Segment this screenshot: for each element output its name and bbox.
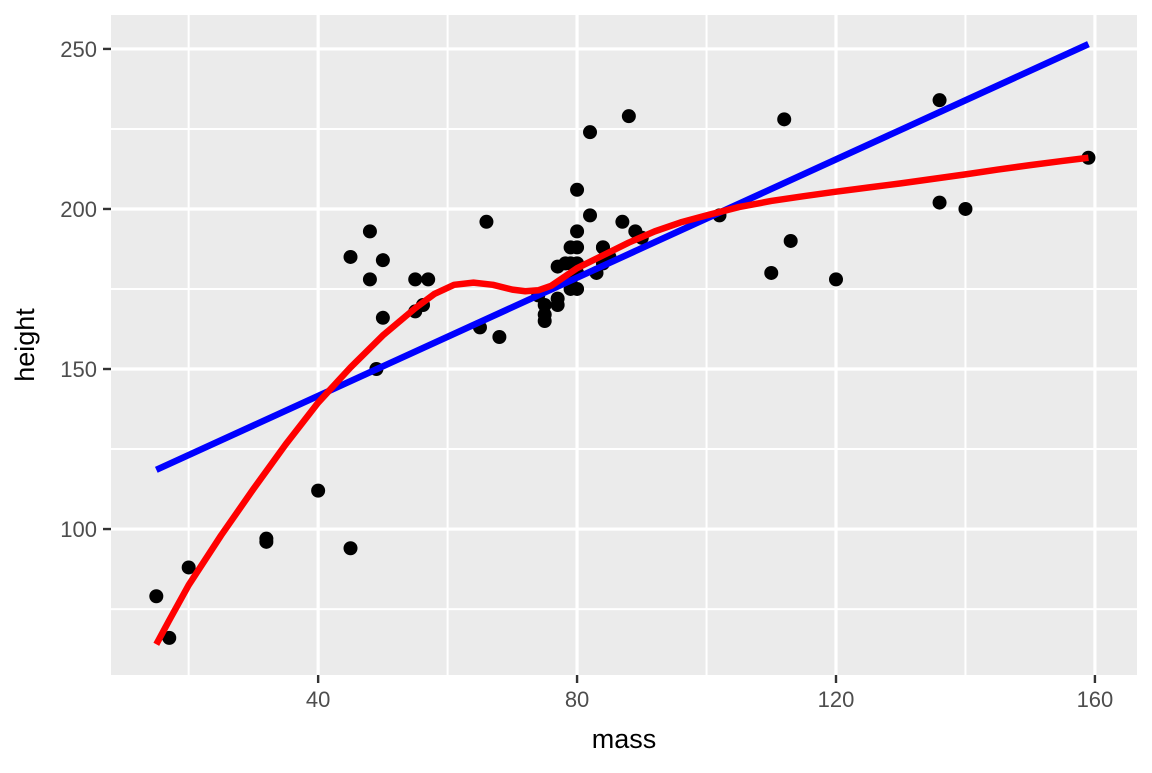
data-point [375, 253, 390, 268]
y-tick-label: 250 [60, 37, 97, 62]
minor-gridlines [111, 15, 1137, 675]
data-point [764, 265, 779, 280]
data-point [343, 249, 358, 264]
y-tick-label: 200 [60, 197, 97, 222]
data-point [259, 531, 274, 546]
data-point [162, 630, 177, 645]
regression-lines [153, 41, 1090, 646]
data-points [149, 93, 1096, 645]
data-point [181, 560, 196, 575]
y-tick-label: 150 [60, 357, 97, 382]
x-tick-label: 160 [1077, 687, 1114, 712]
data-point [570, 281, 585, 296]
data-point [492, 329, 507, 344]
x-axis-title: mass [592, 724, 657, 754]
data-point [932, 195, 947, 210]
data-point [362, 272, 377, 287]
data-point [777, 112, 792, 127]
data-point [375, 310, 390, 325]
data-point [311, 483, 326, 498]
data-point [479, 214, 494, 229]
x-tick-label: 120 [818, 687, 855, 712]
data-point [570, 182, 585, 197]
data-point [783, 233, 798, 248]
data-point [958, 201, 973, 216]
data-point [615, 214, 630, 229]
data-point [362, 224, 377, 239]
data-point [570, 224, 585, 239]
data-point [583, 208, 598, 223]
y-axis-title: height [10, 308, 40, 382]
axis-ticks [103, 47, 1097, 683]
loess-fit-line [153, 154, 1089, 646]
data-point [621, 109, 636, 124]
data-point [932, 93, 947, 108]
data-point [537, 297, 552, 312]
data-point [421, 272, 436, 287]
data-point [149, 589, 164, 604]
linear-fit-line [154, 41, 1090, 473]
data-point [563, 240, 578, 255]
y-tick-label: 100 [60, 517, 97, 542]
x-tick-labels: 40 80 120 160 [306, 687, 1113, 712]
data-point [550, 297, 565, 312]
data-point [408, 272, 423, 287]
major-gridlines [111, 15, 1137, 675]
y-tick-labels: 100 150 200 250 [60, 37, 97, 542]
data-point [537, 313, 552, 328]
data-point [343, 541, 358, 556]
data-point [828, 272, 843, 287]
x-tick-label: 40 [306, 687, 330, 712]
x-tick-label: 80 [565, 687, 589, 712]
data-point [583, 125, 598, 140]
